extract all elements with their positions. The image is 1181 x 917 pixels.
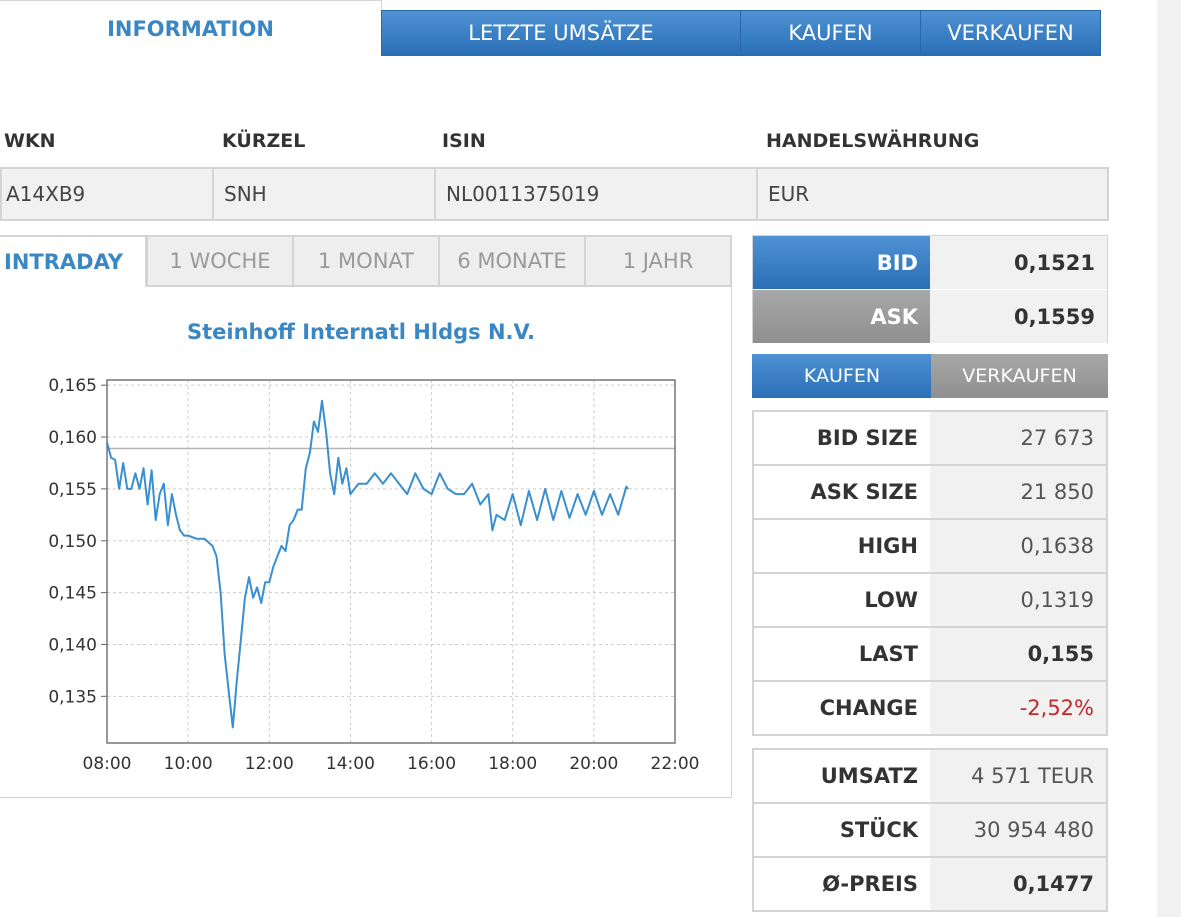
- wkn-value: A14XB9: [6, 182, 86, 206]
- volume-table: UMSATZ 4 571 TEUR STÜCK 30 954 480 Ø-PRE…: [752, 748, 1108, 912]
- sell-button[interactable]: VERKAUFEN: [931, 354, 1108, 398]
- x-tick-label: 08:00: [83, 754, 132, 774]
- x-tick-label: 20:00: [569, 754, 618, 774]
- tab-1-jahr[interactable]: 1 JAHR: [584, 235, 732, 287]
- volume-value: 0,1477: [930, 858, 1106, 910]
- tab-letzte-umsaetze[interactable]: LETZTE UMSÄTZE: [381, 10, 741, 56]
- stat-value: 0,155: [930, 628, 1106, 680]
- bid-label: BID: [753, 236, 930, 289]
- tab-verkaufen[interactable]: VERKAUFEN: [920, 10, 1101, 56]
- x-tick-label: 14:00: [326, 754, 375, 774]
- x-tick-label: 10:00: [164, 754, 213, 774]
- x-tick-label: 12:00: [245, 754, 294, 774]
- volume-row-stueck: STÜCK 30 954 480: [754, 804, 1106, 858]
- x-tick-label: 16:00: [407, 754, 456, 774]
- tab-6-monate[interactable]: 6 MONATE: [438, 235, 586, 287]
- stats-row-last: LAST 0,155: [754, 628, 1106, 682]
- stat-label: LOW: [754, 574, 930, 626]
- chart-panel: [0, 235, 732, 798]
- header-isin: ISIN: [442, 130, 486, 152]
- x-tick-label: 18:00: [488, 754, 537, 774]
- y-tick-label: 0,135: [48, 687, 97, 707]
- scrollbar[interactable]: [1157, 0, 1181, 917]
- plot-frame: [106, 379, 676, 744]
- header-handelswaehrung: HANDELSWÄHRUNG: [766, 130, 980, 152]
- volume-label: UMSATZ: [754, 750, 930, 802]
- stats-row-ask-size: ASK SIZE 21 850: [754, 466, 1106, 520]
- tab-intraday[interactable]: INTRADAY: [0, 235, 147, 287]
- stat-value: 0,1638: [930, 520, 1106, 572]
- y-tick-label: 0,165: [48, 376, 97, 396]
- stat-label: LAST: [754, 628, 930, 680]
- stat-value: 21 850: [930, 466, 1106, 518]
- tab-1-woche[interactable]: 1 WOCHE: [146, 235, 294, 287]
- stat-value: 27 673: [930, 412, 1106, 464]
- chart-title: Steinhoff Internatl Hldgs N.V.: [186, 320, 536, 344]
- kuerzel-value: SNH: [212, 169, 434, 219]
- stats-row-change: CHANGE -2,52%: [754, 682, 1106, 736]
- x-tick-label: 22:00: [651, 754, 700, 774]
- y-tick-label: 0,140: [48, 635, 97, 655]
- volume-value: 4 571 TEUR: [930, 750, 1106, 802]
- tab-information[interactable]: INFORMATION: [0, 0, 382, 56]
- stat-label: HIGH: [754, 520, 930, 572]
- stat-value: 0,1319: [930, 574, 1106, 626]
- header-wkn: WKN: [4, 130, 56, 152]
- stats-row-high: HIGH 0,1638: [754, 520, 1106, 574]
- info-row: A14XB9 SNH NL0011375019 EUR: [0, 167, 1109, 221]
- quote-panel: BID 0,1521 ASK 0,1559: [752, 235, 1108, 343]
- header-kuerzel: KÜRZEL: [222, 130, 306, 152]
- stat-label: ASK SIZE: [754, 466, 930, 518]
- stats-row-low: LOW 0,1319: [754, 574, 1106, 628]
- ask-label: ASK: [753, 290, 930, 343]
- volume-value: 30 954 480: [930, 804, 1106, 856]
- y-tick-label: 0,160: [48, 428, 97, 448]
- stat-label: CHANGE: [754, 682, 930, 734]
- buy-button[interactable]: KAUFEN: [752, 354, 932, 398]
- intraday-chart: 08:00 10:00 12:00 14:00 16:00 18:00 20:00 22:00…: [48, 376, 700, 774]
- y-tick-label: 0,150: [48, 532, 97, 552]
- price-line: [106, 399, 630, 729]
- y-tick-label: 0,155: [48, 480, 97, 500]
- isin-value: NL0011375019: [434, 169, 758, 219]
- ask-value: 0,1559: [930, 290, 1107, 343]
- tab-1-monat[interactable]: 1 MONAT: [292, 235, 440, 287]
- currency-value: EUR: [756, 169, 1107, 219]
- volume-row-preis: Ø-PREIS 0,1477: [754, 858, 1106, 912]
- stat-value: -2,52%: [930, 682, 1106, 734]
- stats-row-bid-size: BID SIZE 27 673: [754, 412, 1106, 466]
- volume-label: STÜCK: [754, 804, 930, 856]
- volume-label: Ø-PREIS: [754, 858, 930, 910]
- tab-kaufen[interactable]: KAUFEN: [740, 10, 921, 56]
- stats-table: BID SIZE 27 673 ASK SIZE 21 850 HIGH 0,1…: [752, 410, 1108, 736]
- y-tick-label: 0,145: [48, 584, 97, 604]
- volume-row-umsatz: UMSATZ 4 571 TEUR: [754, 750, 1106, 804]
- bid-value: 0,1521: [930, 236, 1107, 289]
- stat-label: BID SIZE: [754, 412, 930, 464]
